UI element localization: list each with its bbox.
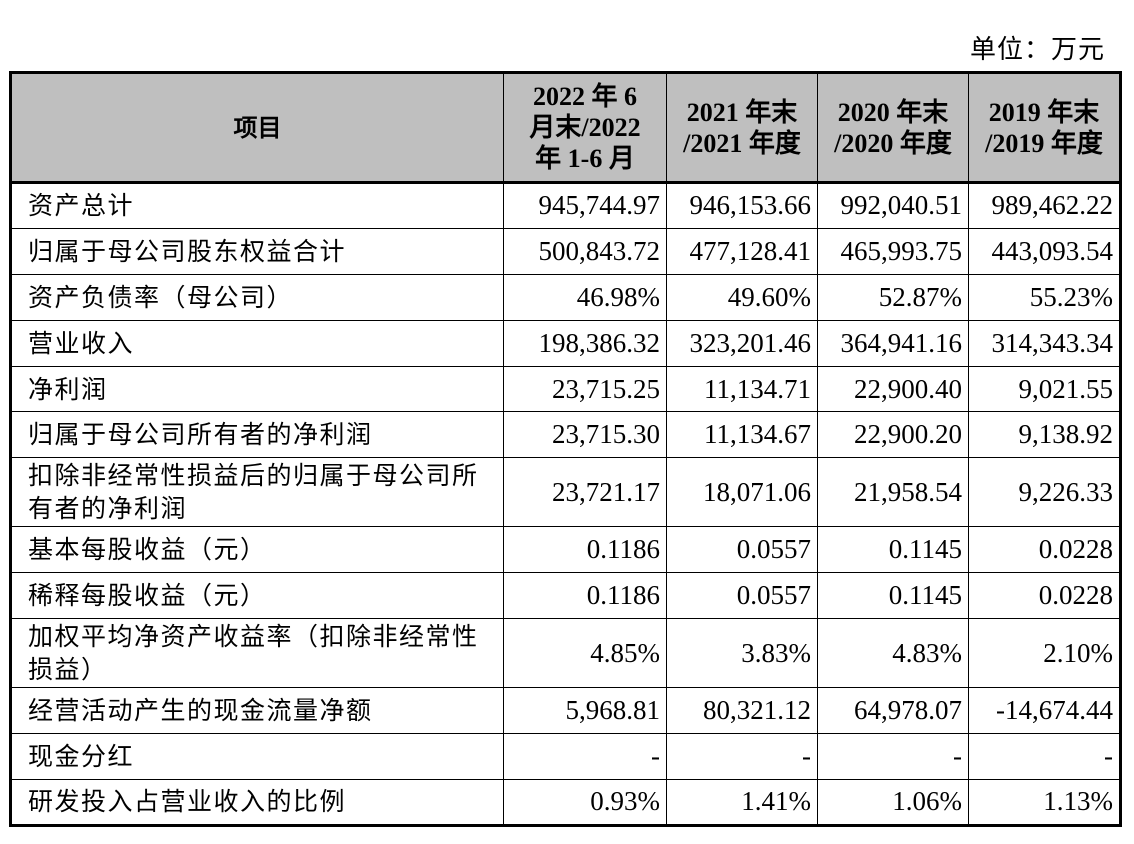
- cell-value: 465,993.75: [817, 227, 969, 275]
- cell-value: 946,153.66: [666, 182, 818, 229]
- cell-value: 18,071.06: [666, 457, 818, 528]
- table-row: 经营活动产生的现金流量净额 5,968.81 80,321.12 64,978.…: [10, 687, 1121, 735]
- cell-value: 55.23%: [968, 273, 1121, 321]
- cell-value: 21,958.54: [817, 457, 969, 528]
- header-period-2021: 2021 年末 /2021 年度: [666, 72, 818, 184]
- row-label: 扣除非经常性损益后的归属于母公司所有者的净利润: [10, 457, 504, 528]
- cell-value: 2.10%: [968, 618, 1121, 689]
- cell-value: -14,674.44: [968, 687, 1121, 735]
- header-period-line: /2021 年度: [683, 128, 801, 158]
- header-period-2022-h1: 2022 年 6 月末/2022 年 1-6 月: [503, 72, 667, 184]
- cell-value: -: [968, 733, 1121, 780]
- cell-value: 0.1186: [503, 526, 667, 574]
- cell-value: 9,138.92: [968, 411, 1121, 459]
- header-period-line: 年 1-6 月: [535, 144, 635, 173]
- cell-value: 0.0557: [666, 572, 818, 620]
- cell-value: 364,941.16: [817, 319, 969, 367]
- table-row: 加权平均净资产收益率（扣除非经常性损益） 4.85% 3.83% 4.83% 2…: [10, 618, 1121, 689]
- header-period-line: /2019 年度: [985, 128, 1103, 158]
- row-label: 归属于母公司股东权益合计: [10, 227, 504, 275]
- cell-value: 0.0557: [666, 526, 818, 574]
- cell-value: -: [666, 733, 818, 780]
- unit-label: 单位：万元: [969, 35, 1105, 65]
- row-label: 资产总计: [10, 182, 504, 229]
- cell-value: -: [817, 733, 969, 780]
- cell-value: 0.1186: [503, 572, 667, 620]
- header-period-line: 月末/2022: [529, 113, 641, 142]
- row-label: 研发投入占营业收入的比例: [10, 778, 504, 826]
- row-label: 现金分红: [10, 733, 504, 780]
- cell-value: 23,715.30: [503, 411, 667, 459]
- cell-value: 443,093.54: [968, 227, 1121, 275]
- cell-value: 1.13%: [968, 778, 1121, 826]
- header-period-line: 2020 年末: [837, 97, 949, 127]
- table-row: 扣除非经常性损益后的归属于母公司所有者的净利润 23,721.17 18,071…: [10, 457, 1121, 528]
- header-period-2020: 2020 年末 /2020 年度: [817, 72, 969, 184]
- header-period-line: /2020 年度: [834, 128, 952, 158]
- cell-value: 11,134.67: [666, 411, 818, 459]
- header-period-2019: 2019 年末 /2019 年度: [968, 72, 1121, 184]
- cell-value: 0.1145: [817, 526, 969, 574]
- cell-value: 198,386.32: [503, 319, 667, 367]
- header-period-line: 2021 年末: [686, 97, 798, 127]
- table-row: 净利润 23,715.25 11,134.71 22,900.40 9,021.…: [10, 365, 1121, 413]
- table-row: 资产总计 945,744.97 946,153.66 992,040.51 98…: [10, 182, 1121, 229]
- cell-value: 4.85%: [503, 618, 667, 689]
- cell-value: 23,721.17: [503, 457, 667, 528]
- row-label: 稀释每股收益（元）: [10, 572, 504, 620]
- cell-value: 0.0228: [968, 526, 1121, 574]
- cell-value: 23,715.25: [503, 365, 667, 413]
- header-period-line: 2022 年 6: [532, 82, 637, 111]
- cell-value: 992,040.51: [817, 182, 969, 229]
- header-row: 项目 2022 年 6 月末/2022 年 1-6 月 2021 年末 /202…: [10, 72, 1121, 184]
- table-row: 基本每股收益（元） 0.1186 0.0557 0.1145 0.0228: [10, 526, 1121, 574]
- cell-value: 64,978.07: [817, 687, 969, 735]
- cell-value: 1.06%: [817, 778, 969, 826]
- cell-value: 314,343.34: [968, 319, 1121, 367]
- cell-value: 0.93%: [503, 778, 667, 826]
- row-label: 营业收入: [10, 319, 504, 367]
- header-period-line: 2019 年末: [988, 97, 1100, 127]
- cell-value: 500,843.72: [503, 227, 667, 275]
- cell-value: -: [503, 733, 667, 780]
- cell-value: 22,900.20: [817, 411, 969, 459]
- cell-value: 323,201.46: [666, 319, 818, 367]
- row-label: 资产负债率（母公司）: [10, 273, 504, 321]
- row-label: 加权平均净资产收益率（扣除非经常性损益）: [10, 618, 504, 689]
- header-item: 项目: [10, 72, 504, 184]
- table-row: 归属于母公司所有者的净利润 23,715.30 11,134.67 22,900…: [10, 411, 1121, 459]
- cell-value: 989,462.22: [968, 182, 1121, 229]
- cell-value: 477,128.41: [666, 227, 818, 275]
- cell-value: 945,744.97: [503, 182, 667, 229]
- financial-summary-table: 项目 2022 年 6 月末/2022 年 1-6 月 2021 年末 /202…: [9, 71, 1122, 827]
- table-row: 稀释每股收益（元） 0.1186 0.0557 0.1145 0.0228: [10, 572, 1121, 620]
- row-label: 净利润: [10, 365, 504, 413]
- cell-value: 49.60%: [666, 273, 818, 321]
- cell-value: 9,226.33: [968, 457, 1121, 528]
- table-row: 归属于母公司股东权益合计 500,843.72 477,128.41 465,9…: [10, 227, 1121, 275]
- row-label: 经营活动产生的现金流量净额: [10, 687, 504, 735]
- cell-value: 0.0228: [968, 572, 1121, 620]
- cell-value: 80,321.12: [666, 687, 818, 735]
- table-row: 现金分红 - - - -: [10, 733, 1121, 780]
- table-row: 资产负债率（母公司） 46.98% 49.60% 52.87% 55.23%: [10, 273, 1121, 321]
- cell-value: 3.83%: [666, 618, 818, 689]
- cell-value: 5,968.81: [503, 687, 667, 735]
- cell-value: 0.1145: [817, 572, 969, 620]
- table-row: 营业收入 198,386.32 323,201.46 364,941.16 31…: [10, 319, 1121, 367]
- cell-value: 52.87%: [817, 273, 969, 321]
- table-row: 研发投入占营业收入的比例 0.93% 1.41% 1.06% 1.13%: [10, 778, 1121, 826]
- cell-value: 11,134.71: [666, 365, 818, 413]
- row-label: 归属于母公司所有者的净利润: [10, 411, 504, 459]
- cell-value: 1.41%: [666, 778, 818, 826]
- table-body: 资产总计 945,744.97 946,153.66 992,040.51 98…: [10, 182, 1121, 826]
- cell-value: 9,021.55: [968, 365, 1121, 413]
- row-label: 基本每股收益（元）: [10, 526, 504, 574]
- table-header: 项目 2022 年 6 月末/2022 年 1-6 月 2021 年末 /202…: [10, 72, 1121, 184]
- cell-value: 46.98%: [503, 273, 667, 321]
- cell-value: 22,900.40: [817, 365, 969, 413]
- cell-value: 4.83%: [817, 618, 969, 689]
